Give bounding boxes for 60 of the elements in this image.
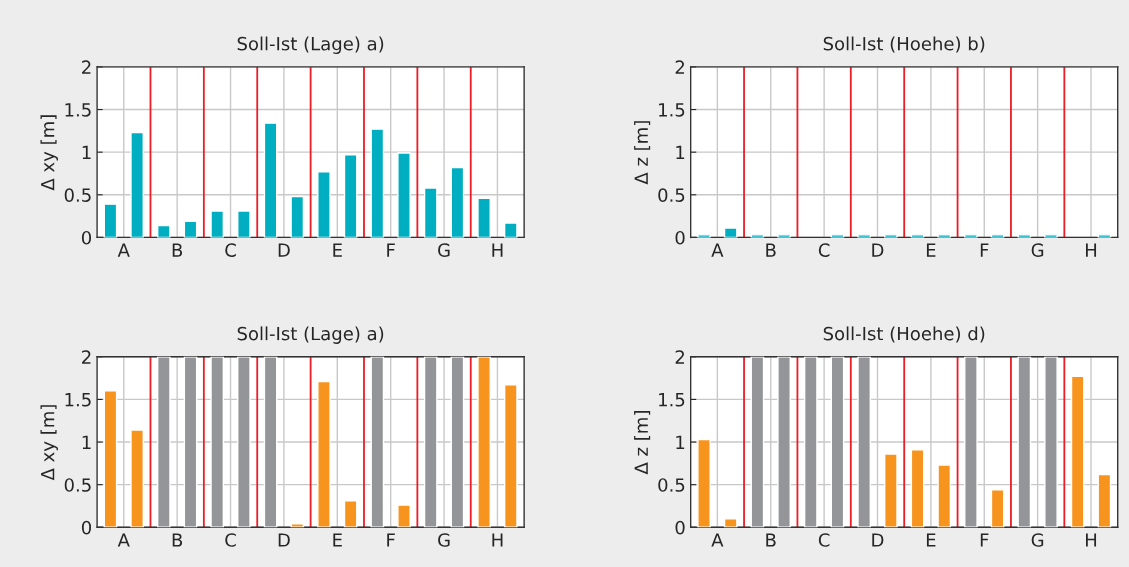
- chart-title: Soll-Ist (Lage) a): [237, 36, 384, 54]
- x-tick-label: A: [117, 533, 130, 547]
- y-tick-label: 1: [676, 435, 685, 449]
- y-tick-label: 1: [82, 435, 91, 449]
- x-tick-label: C: [818, 243, 830, 257]
- x-tick-label: A: [711, 243, 724, 257]
- y-tick-label: 0: [81, 230, 92, 245]
- x-tick-label: H: [492, 243, 503, 257]
- x-tick-label: F: [980, 243, 989, 257]
- x-tick-label: B: [766, 533, 776, 547]
- x-tick-label: F: [387, 533, 395, 547]
- x-tick-label: C: [818, 533, 830, 547]
- x-tick-label: D: [872, 243, 884, 257]
- x-tick-label: E: [333, 243, 342, 257]
- x-tick-label: D: [278, 243, 290, 257]
- x-tick-label: F: [980, 533, 989, 547]
- x-tick-label: G: [438, 533, 450, 547]
- x-tick-label: H: [492, 533, 503, 547]
- y-tick-label: 2: [82, 350, 91, 364]
- y-tick-label: 2: [675, 60, 684, 74]
- chart-title: Soll-Ist (Hoehe) d): [823, 326, 985, 343]
- y-tick-label: 0: [675, 230, 685, 245]
- x-tick-label: E: [926, 533, 936, 547]
- chart-title: Soll-Ist (Hoehe) b): [823, 36, 985, 53]
- y-tick-label: 2: [82, 60, 91, 74]
- y-tick-label: 1.5: [659, 103, 685, 117]
- x-tick-label: G: [438, 243, 450, 257]
- y-tick-label: 0.5: [64, 478, 91, 492]
- x-tick-label: A: [117, 243, 130, 257]
- y-tick-label: 1.5: [659, 393, 685, 407]
- y-tick-label: 0: [675, 520, 685, 535]
- x-tick-label: E: [333, 533, 342, 547]
- y-tick-label: 1: [676, 145, 685, 160]
- y-tick-label: 0.5: [64, 188, 91, 202]
- x-tick-label: B: [766, 243, 776, 257]
- x-tick-label: B: [172, 243, 183, 257]
- x-tick-label: H: [1086, 533, 1097, 547]
- y-tick-label: 0.5: [658, 478, 685, 492]
- x-tick-label: B: [172, 533, 183, 547]
- y-tick-label: 0: [81, 520, 92, 535]
- x-tick-label: F: [387, 243, 395, 257]
- x-tick-label: C: [225, 243, 236, 257]
- x-tick-label: C: [225, 533, 236, 547]
- x-tick-label: D: [278, 533, 290, 547]
- y-axis-title: Δ z [m]: [634, 411, 651, 475]
- y-axis-title: Δ xy [m]: [40, 405, 58, 481]
- chart-title: Soll-Ist (Lage) a): [237, 326, 384, 344]
- y-tick-label: 1: [82, 145, 91, 160]
- x-tick-label: E: [926, 243, 936, 257]
- y-tick-label: 2: [675, 350, 684, 364]
- y-tick-label: 0.5: [658, 188, 685, 202]
- y-tick-label: 1.5: [65, 103, 91, 117]
- x-tick-label: G: [1031, 243, 1044, 257]
- x-tick-label: G: [1031, 533, 1044, 547]
- x-tick-label: A: [711, 533, 724, 547]
- y-tick-label: 1.5: [65, 393, 91, 407]
- x-tick-label: D: [872, 533, 884, 547]
- y-axis-title: Δ z [m]: [634, 121, 651, 185]
- x-tick-label: H: [1086, 243, 1097, 257]
- y-axis-title: Δ xy [m]: [40, 115, 58, 191]
